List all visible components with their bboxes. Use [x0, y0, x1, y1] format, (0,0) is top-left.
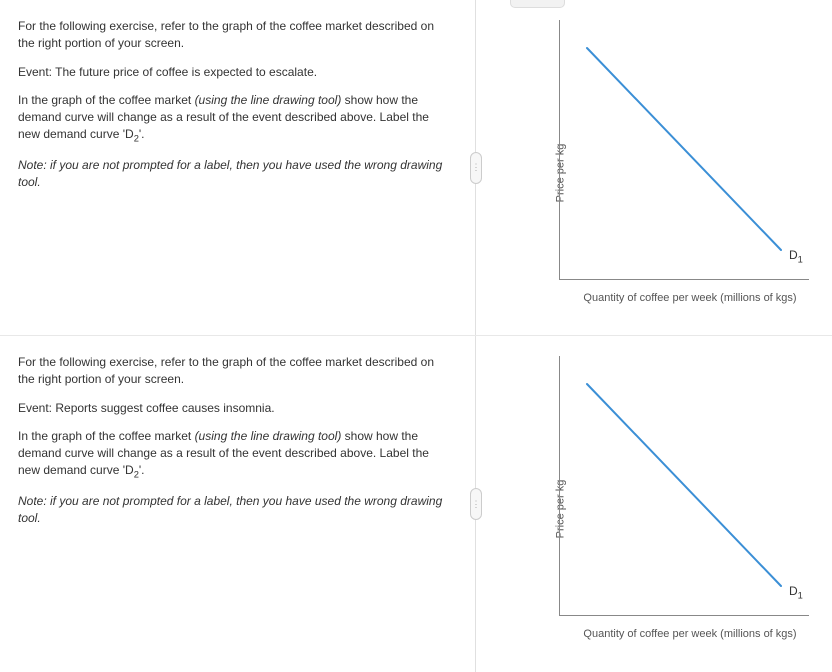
coffee-demand-chart[interactable]: Price per kg Quantity of coffee per week… — [521, 356, 821, 661]
exercise-1-text: For the following exercise, refer to the… — [0, 0, 476, 335]
d1-label-text: D — [789, 248, 798, 262]
instruction-italic: (using the line drawing tool) — [195, 429, 342, 443]
exercise-1-graph-pane[interactable]: Price per kg Quantity of coffee per week… — [476, 0, 832, 335]
exercise-1: For the following exercise, refer to the… — [0, 0, 832, 336]
instruction-italic: (using the line drawing tool) — [195, 93, 342, 107]
instruction-line: In the graph of the coffee market (using… — [18, 92, 453, 145]
exercise-2-graph-pane[interactable]: Price per kg Quantity of coffee per week… — [476, 336, 832, 672]
instruction-suffix2: '. — [139, 127, 145, 141]
intro-text: For the following exercise, refer to the… — [18, 354, 453, 388]
event-line: Event: The future price of coffee is exp… — [18, 64, 453, 81]
event-prefix: Event: — [18, 401, 55, 415]
d1-curve-label: D1 — [789, 584, 803, 600]
x-axis-label: Quantity of coffee per week (millions of… — [559, 628, 821, 640]
intro-text: For the following exercise, refer to the… — [18, 18, 453, 52]
exercise-2: For the following exercise, refer to the… — [0, 336, 832, 672]
event-line: Event: Reports suggest coffee causes ins… — [18, 400, 453, 417]
chart-svg[interactable] — [559, 20, 809, 280]
d1-label-sub: 1 — [798, 590, 803, 600]
event-prefix: Event: — [18, 65, 55, 79]
instruction-line: In the graph of the coffee market (using… — [18, 428, 453, 481]
d1-curve-label: D1 — [789, 248, 803, 264]
exercise-2-text: For the following exercise, refer to the… — [0, 336, 476, 672]
d1-label-sub: 1 — [798, 254, 803, 264]
page-container: For the following exercise, refer to the… — [0, 0, 832, 672]
event-text: The future price of coffee is expected t… — [55, 65, 317, 79]
pane-divider-handle[interactable]: ⋮ — [470, 488, 482, 520]
instruction-suffix2: '. — [139, 463, 145, 477]
instruction-prefix: In the graph of the coffee market — [18, 93, 195, 107]
note-line: Note: if you are not prompted for a labe… — [18, 157, 453, 191]
chart-svg[interactable] — [559, 356, 809, 616]
pane-divider-handle[interactable]: ⋮ — [470, 152, 482, 184]
coffee-demand-chart[interactable]: Price per kg Quantity of coffee per week… — [521, 20, 821, 325]
x-axis-label: Quantity of coffee per week (millions of… — [559, 292, 821, 304]
d1-label-text: D — [789, 584, 798, 598]
instruction-prefix: In the graph of the coffee market — [18, 429, 195, 443]
event-text: Reports suggest coffee causes insomnia. — [55, 401, 274, 415]
note-line: Note: if you are not prompted for a labe… — [18, 493, 453, 527]
